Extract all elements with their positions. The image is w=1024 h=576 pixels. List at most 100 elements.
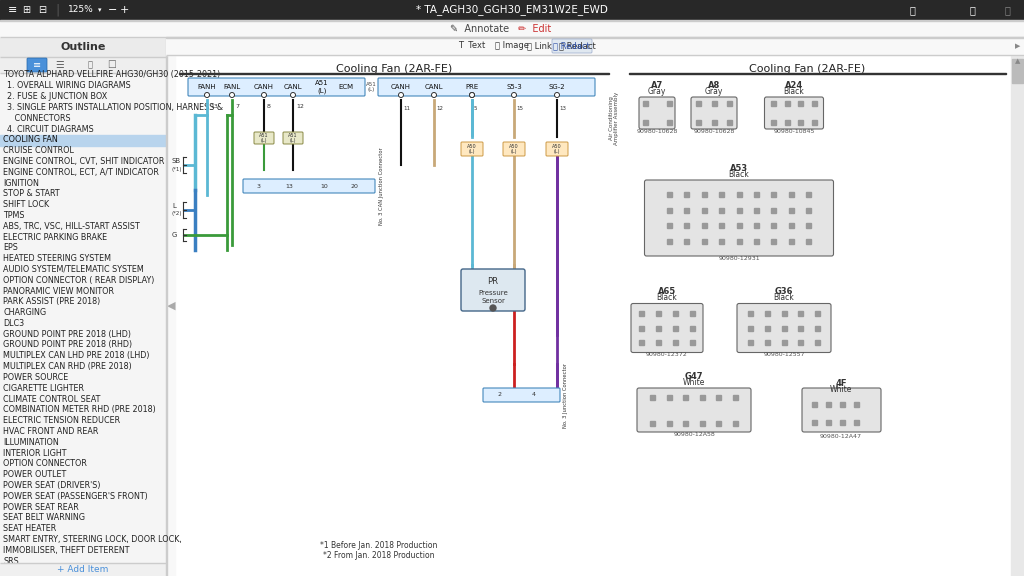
Text: *1 Before Jan. 2018 Production: *1 Before Jan. 2018 Production (321, 541, 437, 551)
Bar (699, 420, 705, 426)
Text: 2. FUSE & JUNCTION BOX: 2. FUSE & JUNCTION BOX (7, 92, 108, 101)
Text: 🔖: 🔖 (87, 60, 92, 70)
Text: PRE: PRE (465, 84, 478, 90)
Bar (0, 37, 166, 57)
Text: 90980-10628: 90980-10628 (636, 129, 678, 134)
Text: ⬜ Redact: ⬜ Redact (553, 41, 590, 51)
Bar (667, 101, 672, 107)
Bar (667, 223, 672, 228)
Bar (788, 223, 794, 228)
FancyBboxPatch shape (243, 179, 375, 193)
Bar (736, 239, 741, 244)
Bar (667, 208, 672, 213)
Bar (771, 239, 776, 244)
Text: ▶: ▶ (1015, 43, 1020, 49)
Bar (825, 419, 830, 425)
Bar (748, 325, 753, 331)
Text: ⬜ Redact: ⬜ Redact (559, 41, 596, 51)
Bar (727, 120, 732, 124)
FancyBboxPatch shape (503, 142, 525, 156)
Text: POWER SEAT (DRIVER'S): POWER SEAT (DRIVER'S) (3, 481, 100, 490)
Circle shape (469, 93, 474, 97)
Bar (629, 73, 1006, 74)
Text: Outline: Outline (60, 42, 105, 52)
Text: POWER SOURCE: POWER SOURCE (3, 373, 69, 382)
Circle shape (205, 93, 210, 97)
Text: ECM: ECM (339, 84, 353, 90)
Bar (736, 208, 741, 213)
Circle shape (555, 93, 559, 97)
FancyBboxPatch shape (644, 180, 834, 256)
Circle shape (229, 93, 234, 97)
Bar (853, 401, 858, 407)
Bar (754, 208, 759, 213)
Bar (656, 325, 662, 331)
FancyBboxPatch shape (378, 78, 595, 96)
FancyBboxPatch shape (765, 97, 823, 129)
Circle shape (398, 93, 403, 97)
Bar (812, 120, 817, 124)
Bar (683, 420, 688, 426)
FancyBboxPatch shape (639, 97, 675, 129)
Text: 90980-12372: 90980-12372 (646, 353, 688, 358)
Bar (690, 340, 695, 345)
Text: SRS: SRS (3, 556, 18, 566)
Text: Black: Black (773, 294, 795, 302)
Text: HEATED STEERING SYSTEM: HEATED STEERING SYSTEM (3, 254, 111, 263)
Circle shape (490, 305, 496, 311)
Bar (0, 563, 166, 576)
Bar (748, 340, 753, 345)
Bar (806, 192, 811, 197)
Bar (699, 395, 705, 400)
Bar (684, 239, 689, 244)
Bar (754, 223, 759, 228)
Text: White: White (683, 378, 706, 387)
Text: ELECTRIC PARKING BRAKE: ELECTRIC PARKING BRAKE (3, 233, 108, 241)
Bar (167, 55, 175, 576)
Bar (0, 37, 166, 576)
Bar (815, 325, 820, 331)
Bar (667, 395, 672, 400)
Bar (0, 57, 166, 73)
Text: Pressure: Pressure (478, 290, 508, 296)
Bar (719, 239, 724, 244)
Bar (812, 101, 817, 107)
Text: A8: A8 (708, 81, 720, 90)
Bar (788, 192, 794, 197)
Bar (701, 223, 707, 228)
Bar (784, 101, 790, 107)
Text: ⊞: ⊞ (22, 5, 30, 15)
Bar (799, 120, 804, 124)
Text: OPTION CONNECTOR: OPTION CONNECTOR (3, 459, 87, 468)
Text: ▾: ▾ (98, 7, 101, 13)
Bar (799, 101, 804, 107)
Circle shape (512, 93, 516, 97)
Text: 90980-12931: 90980-12931 (718, 256, 760, 261)
Bar (1011, 55, 1024, 576)
Bar (736, 223, 741, 228)
Text: IGNITION: IGNITION (3, 179, 39, 188)
Text: No. 3 Junction Connector: No. 3 Junction Connector (563, 362, 568, 427)
Bar (811, 419, 816, 425)
Bar (656, 311, 662, 316)
FancyBboxPatch shape (461, 142, 483, 156)
Bar (642, 101, 647, 107)
Text: G47: G47 (685, 372, 703, 381)
Text: Black: Black (656, 294, 677, 302)
Bar (815, 311, 820, 316)
Text: 12: 12 (296, 104, 304, 109)
Text: POWER SEAT REAR: POWER SEAT REAR (3, 502, 79, 511)
Bar (673, 311, 678, 316)
Text: PANORAMIC VIEW MONITOR: PANORAMIC VIEW MONITOR (3, 286, 114, 295)
Text: 🖼 Image: 🖼 Image (495, 41, 529, 51)
Bar (781, 340, 786, 345)
Bar (667, 192, 672, 197)
Bar (667, 239, 672, 244)
Text: HVAC FRONT AND REAR: HVAC FRONT AND REAR (3, 427, 98, 436)
Bar (716, 395, 721, 400)
Text: IMMOBILISER, THEFT DETERENT: IMMOBILISER, THEFT DETERENT (3, 545, 129, 555)
Text: 7: 7 (234, 104, 239, 109)
Text: Black: Black (783, 87, 805, 96)
Text: 13: 13 (210, 104, 218, 109)
Bar (733, 420, 737, 426)
